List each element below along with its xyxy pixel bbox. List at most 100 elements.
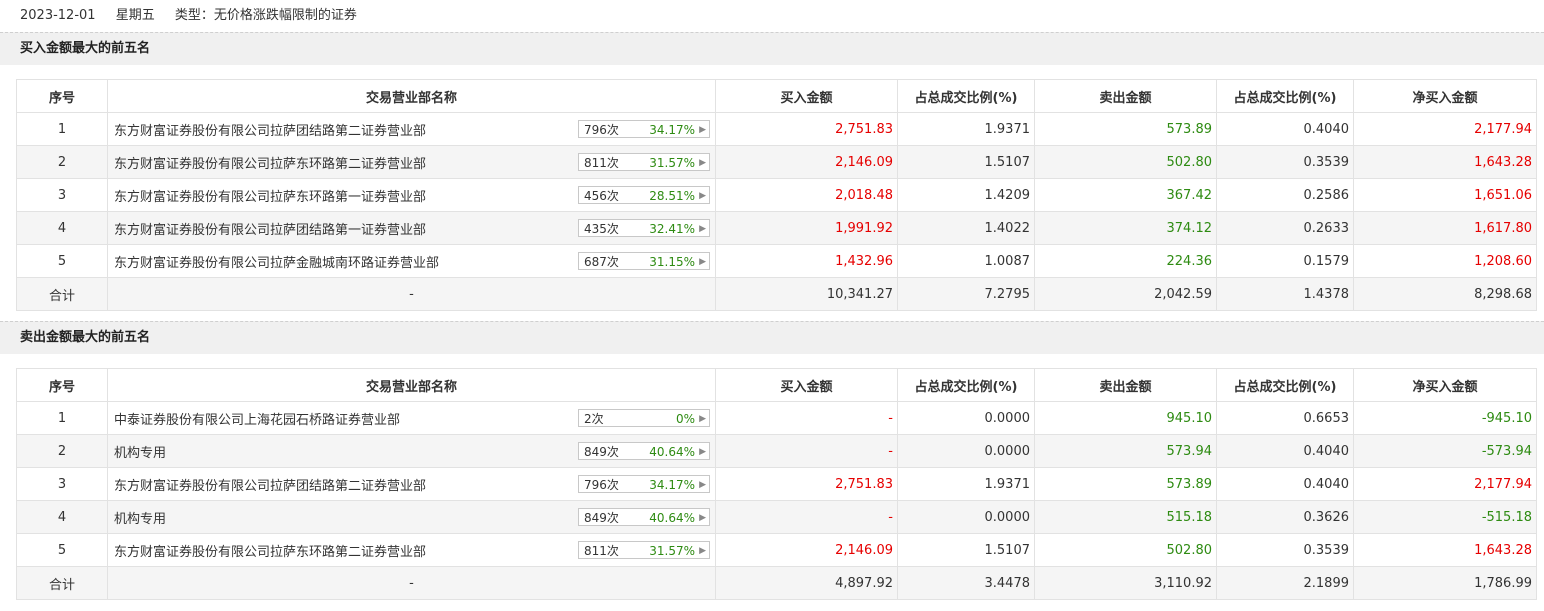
table-row: 1 中泰证券股份有限公司上海花园石桥路证券营业部 2次 0% ▶ -0.0000 945.1… [16,401,1537,435]
branch-name-cell: 东方财富证券股份有限公司拉萨金融城南环路证券营业部 687次 31.15% ▶ [107,244,716,278]
net-buy-amount: -515.18 [1353,500,1537,534]
total-sell-ratio: 1.4378 [1216,277,1354,311]
total-label: 合计 [16,277,108,311]
rank-stat-button[interactable]: 435次 32.41% ▶ [578,219,710,237]
col-buy-amount: 买入金额 [715,79,898,113]
buy-amount: 2,751.83 [715,112,898,146]
list-count: 435次 [584,222,619,236]
rank-stat-button[interactable]: 456次 28.51% ▶ [578,186,710,204]
top-info-bar: 2023-12-01 星期五 类型：无价格涨跌幅限制的证券 [0,0,1544,32]
buy-ratio: 1.0087 [897,244,1035,278]
branch-name-link[interactable]: 东方财富证券股份有限公司拉萨团结路第二证券营业部 [114,478,427,494]
rank-stat-button[interactable]: 2次 0% ▶ [578,409,710,427]
branch-name-link[interactable]: 中泰证券股份有限公司上海花园石桥路证券营业部 [114,412,401,428]
sell-amount: 945.10 [1034,401,1217,435]
table-row: 5 东方财富证券股份有限公司拉萨东环路第二证券营业部 811次 31.57% ▶ 2,14… [16,533,1537,567]
sell-amount: 573.89 [1034,112,1217,146]
row-index: 3 [16,467,108,501]
branch-name-link[interactable]: 机构专用 [114,445,167,461]
buy-amount: 2,146.09 [715,533,898,567]
sell-amount: 502.80 [1034,533,1217,567]
branch-name-link[interactable]: 东方财富证券股份有限公司拉萨团结路第一证券营业部 [114,222,427,238]
win-rate: 31.57% [649,544,695,558]
rank-stat-button[interactable]: 849次 40.64% ▶ [578,508,710,526]
col-net-buy: 净买入金额 [1353,368,1537,402]
win-rate: 31.57% [649,156,695,170]
security-type: 类型：无价格涨跌幅限制的证券 [174,8,357,23]
branch-name-link[interactable]: 东方财富证券股份有限公司拉萨团结路第二证券营业部 [114,123,427,139]
buy-amount: 2,146.09 [715,145,898,179]
rank-stat-button[interactable]: 811次 31.57% ▶ [578,153,710,171]
table-row: 3 东方财富证券股份有限公司拉萨团结路第二证券营业部 796次 34.17% ▶ 2,75… [16,467,1537,501]
branch-name-cell: 东方财富证券股份有限公司拉萨团结路第一证券营业部 435次 32.41% ▶ [107,211,716,245]
win-rate: 40.64% [649,511,695,525]
branch-name-link[interactable]: 机构专用 [114,511,167,527]
row-index: 4 [16,211,108,245]
buy-ratio: 1.5107 [897,145,1035,179]
list-count: 796次 [584,478,619,492]
win-rate: 34.17% [649,478,695,492]
total-sell-amount: 2,042.59 [1034,277,1217,311]
list-count: 811次 [584,544,619,558]
net-buy-amount: 1,617.80 [1353,211,1537,245]
sell-amount: 573.89 [1034,467,1217,501]
branch-name-link[interactable]: 东方财富证券股份有限公司拉萨东环路第一证券营业部 [114,189,427,205]
branch-name-cell: 东方财富证券股份有限公司拉萨团结路第二证券营业部 796次 34.17% ▶ [107,467,716,501]
win-rate: 40.64% [649,445,695,459]
list-count: 849次 [584,511,619,525]
sell-amount: 515.18 [1034,500,1217,534]
rank-stat-button[interactable]: 796次 34.17% ▶ [578,475,710,493]
buy-amount: 1,432.96 [715,244,898,278]
col-branch-name: 交易营业部名称 [107,368,716,402]
rank-stat-button[interactable]: 687次 31.15% ▶ [578,252,710,270]
buy-ratio: 1.4209 [897,178,1035,212]
table-row: 2 东方财富证券股份有限公司拉萨东环路第二证券营业部 811次 31.57% ▶ 2,14… [16,145,1537,179]
caret-right-icon: ▶ [699,480,706,490]
sell-top5-table: 序号 交易营业部名称 买入金额 占总成交比例(%) 卖出金额 占总成交比例(%)… [16,368,1537,600]
caret-right-icon: ▶ [699,447,706,457]
buy-amount: 1,991.92 [715,211,898,245]
buy-ratio: 0.0000 [897,401,1035,435]
branch-name-cell: 东方财富证券股份有限公司拉萨东环路第二证券营业部 811次 31.57% ▶ [107,533,716,567]
total-row: 合计 -10,341.27 7.2795 2,042.59 1.4378 8,298.68 [16,277,1537,311]
table-row: 4 东方财富证券股份有限公司拉萨团结路第一证券营业部 435次 32.41% ▶ 1,99… [16,211,1537,245]
list-count: 811次 [584,156,619,170]
row-index: 4 [16,500,108,534]
rank-stat-button[interactable]: 849次 40.64% ▶ [578,442,710,460]
buy-table-wrap: 序号 交易营业部名称 买入金额 占总成交比例(%) 卖出金额 占总成交比例(%)… [0,65,1544,311]
rank-stat-button[interactable]: 811次 31.57% ▶ [578,541,710,559]
table-row: 4 机构专用 849次 40.64% ▶ -0.0000 515.18 0.3626 -515.… [16,500,1537,534]
net-buy-amount: 1,208.60 [1353,244,1537,278]
caret-right-icon: ▶ [699,125,706,135]
buy-ratio: 1.4022 [897,211,1035,245]
row-index: 5 [16,244,108,278]
sell-section-title: 卖出金额最大的前五名 [0,321,1544,354]
win-rate: 0% [675,412,695,426]
caret-right-icon: ▶ [699,546,706,556]
row-index: 3 [16,178,108,212]
branch-name-link[interactable]: 东方财富证券股份有限公司拉萨金融城南环路证券营业部 [114,255,440,271]
branch-name-cell: 中泰证券股份有限公司上海花园石桥路证券营业部 2次 0% ▶ [107,401,716,435]
table-row: 5 东方财富证券股份有限公司拉萨金融城南环路证券营业部 687次 31.15% ▶ 1,4… [16,244,1537,278]
sell-ratio: 0.4040 [1216,467,1354,501]
branch-name-cell: 东方财富证券股份有限公司拉萨东环路第一证券营业部 456次 28.51% ▶ [107,178,716,212]
net-buy-amount: 1,643.28 [1353,533,1537,567]
branch-name-link[interactable]: 东方财富证券股份有限公司拉萨东环路第二证券营业部 [114,156,427,172]
row-index: 1 [16,401,108,435]
weekday: 星期五 [115,8,155,23]
list-count: 456次 [584,189,619,203]
win-rate: 32.41% [649,222,695,236]
buy-top5-table: 序号 交易营业部名称 买入金额 占总成交比例(%) 卖出金额 占总成交比例(%)… [16,79,1537,311]
buy-amount: - [715,401,898,435]
branch-name-link[interactable]: 东方财富证券股份有限公司拉萨东环路第二证券营业部 [114,544,427,560]
caret-right-icon: ▶ [699,513,706,523]
rank-stat-button[interactable]: 796次 34.17% ▶ [578,120,710,138]
col-sell-amount: 卖出金额 [1034,79,1217,113]
sell-amount: 224.36 [1034,244,1217,278]
buy-table-body: 1 东方财富证券股份有限公司拉萨团结路第二证券营业部 796次 34.17% ▶ 2,75… [16,112,1537,311]
sell-amount: 573.94 [1034,434,1217,468]
trade-date: 2023-12-01 [20,8,96,23]
sell-amount: 502.80 [1034,145,1217,179]
sell-ratio: 0.3539 [1216,145,1354,179]
list-count: 849次 [584,445,619,459]
